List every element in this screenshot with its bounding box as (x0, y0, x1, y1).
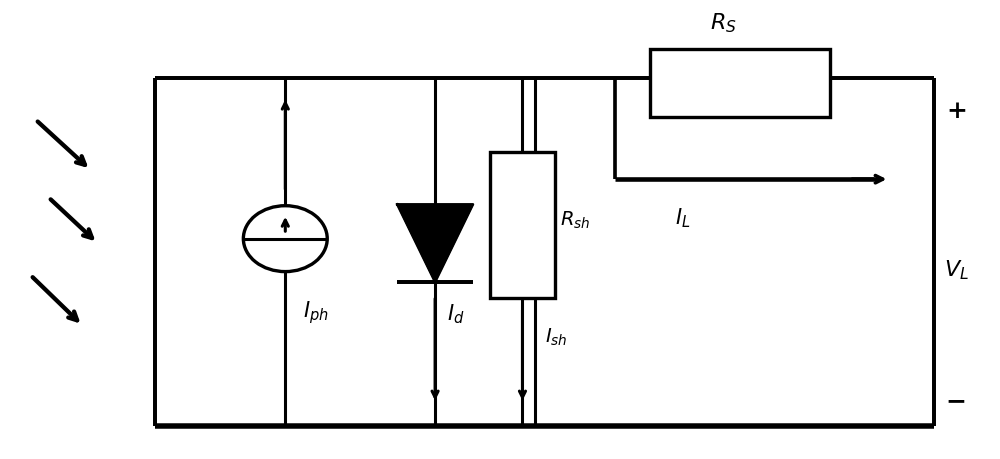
Text: $I_{d}$: $I_{d}$ (447, 302, 465, 326)
Text: $R_{sh}$: $R_{sh}$ (560, 210, 590, 231)
Text: $I_{L}$: $I_{L}$ (675, 206, 690, 230)
Bar (650, 49, 830, 118)
Text: −: − (946, 389, 967, 413)
Text: $R_S$: $R_S$ (710, 12, 737, 35)
Text: $I_{sh}$: $I_{sh}$ (545, 326, 568, 347)
Polygon shape (397, 204, 473, 282)
Bar (490, 152, 555, 298)
Text: +: + (946, 99, 967, 123)
Text: $I_{ph}$: $I_{ph}$ (303, 299, 329, 326)
Text: $V_{L}$: $V_{L}$ (944, 259, 969, 282)
